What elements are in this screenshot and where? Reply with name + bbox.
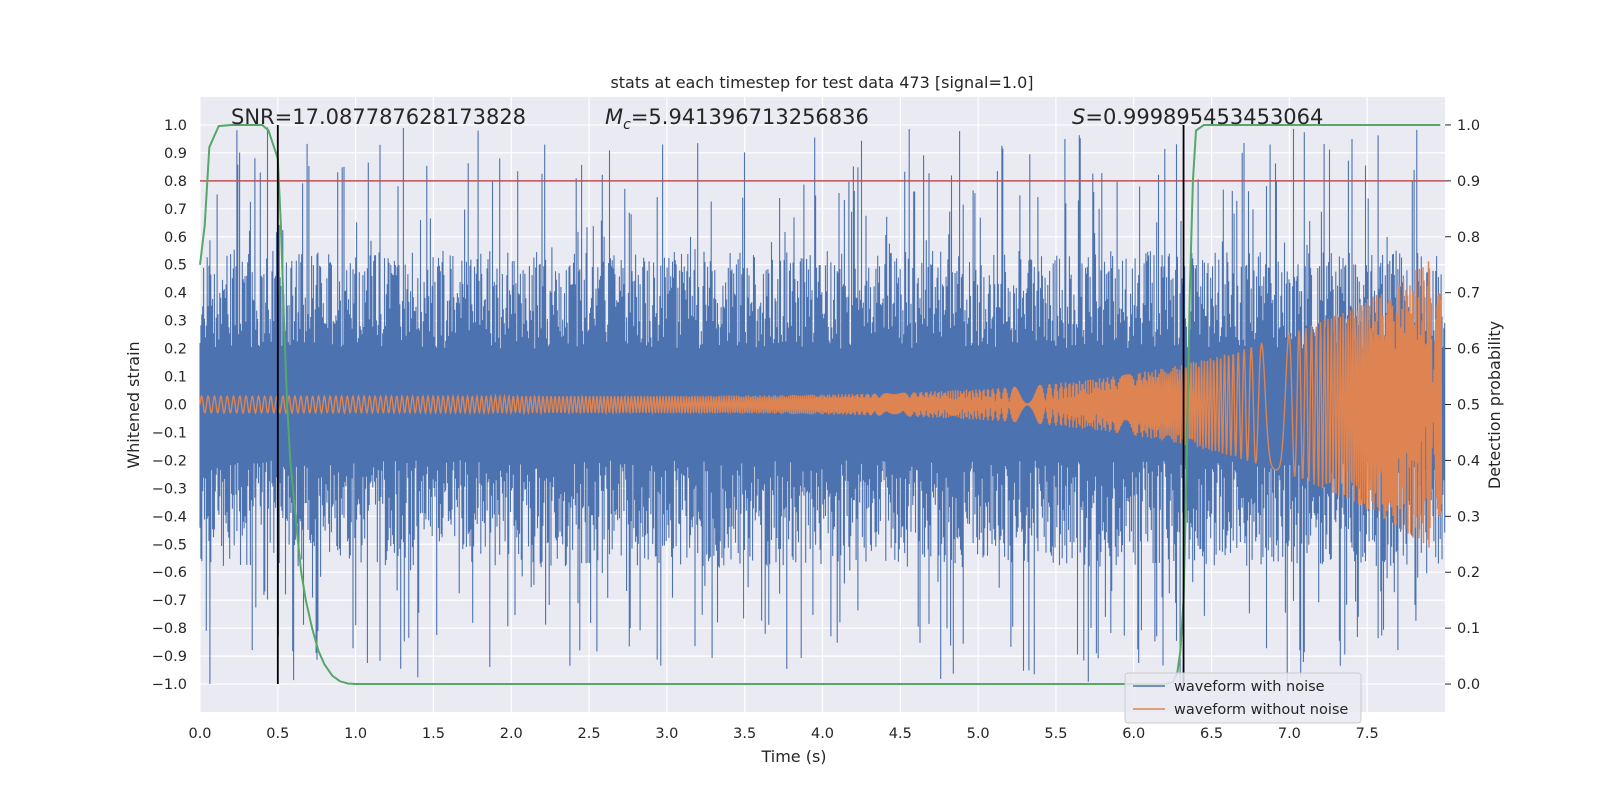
y2-tick-label: 0.4 <box>1457 453 1480 469</box>
y2-tick-label: 0.2 <box>1457 565 1480 581</box>
y2-tick-label: 1.0 <box>1457 118 1480 134</box>
score-annotation: S=0.999895453453064 <box>1072 105 1323 129</box>
x-tick-label: 6.5 <box>1200 726 1223 742</box>
y-tick-label: −0.5 <box>152 537 187 553</box>
y-tick-label: 0.9 <box>164 146 187 162</box>
x-tick-label: 4.0 <box>811 726 834 742</box>
y-tick-label: −0.2 <box>152 453 187 469</box>
x-tick-label: 5.0 <box>967 726 990 742</box>
x-axis-label: Time (s) <box>760 747 826 766</box>
snr-annotation: SNR=17.087787628173828 <box>231 105 526 129</box>
y-tick-label: −0.6 <box>152 565 187 581</box>
chart-title: stats at each timestep for test data 473… <box>610 73 1033 92</box>
score-value: =0.999895453453064 <box>1085 105 1323 129</box>
chirp-mass-value: =5.941396713256836 <box>631 105 869 129</box>
chirp-mass-subscript: c <box>623 117 631 133</box>
y-tick-label: 1.0 <box>164 118 187 134</box>
x-tick-label: 4.5 <box>889 726 912 742</box>
y-tick-label: 0.3 <box>164 314 187 330</box>
y2-tick-label: 0.6 <box>1457 342 1480 358</box>
x-tick-label: 1.5 <box>422 726 445 742</box>
series-detection-probability <box>199 124 1441 685</box>
y2-tick-label: 0.5 <box>1457 398 1480 414</box>
y2-tick-label: 0.3 <box>1457 509 1480 525</box>
y-tick-label: −0.7 <box>152 593 187 609</box>
x-tick-label: 0.5 <box>266 726 289 742</box>
chirp-mass-annotation: Mc=5.941396713256836 <box>605 105 869 133</box>
y-tick-label: 0.5 <box>164 258 187 274</box>
x-tick-label: 6.0 <box>1122 726 1145 742</box>
x-tick-label: 3.0 <box>655 726 678 742</box>
y2-tick-label: 0.0 <box>1457 677 1480 693</box>
chirp-mass-symbol: M <box>605 105 623 129</box>
series-waveform-without-noise <box>199 261 1443 548</box>
legend: waveform with noise waveform without noi… <box>1124 672 1362 724</box>
y-tick-label: 0.0 <box>164 398 187 414</box>
legend-label-clean: waveform without noise <box>1174 702 1348 718</box>
y-tick-label: 0.4 <box>164 286 187 302</box>
y-tick-label: 0.1 <box>164 370 187 386</box>
y-tick-label: −0.1 <box>152 425 187 441</box>
y2-tick-label: 0.9 <box>1457 174 1480 190</box>
y2-tick-label: 0.7 <box>1457 286 1480 302</box>
x-tick-label: 2.0 <box>500 726 523 742</box>
y-tick-label: −0.3 <box>152 481 187 497</box>
y-tick-label: 0.7 <box>164 202 187 218</box>
ticks: 0.0 0.5 1.0 1.5 2.0 2.5 3.0 3.5 4.0 4.5 5.0 5.5 6.0 6… <box>152 118 1480 742</box>
x-tick-label: 2.5 <box>578 726 601 742</box>
x-tick-label: 1.0 <box>344 726 367 742</box>
x-tick-label: 7.0 <box>1278 726 1301 742</box>
y-tick-label: −1.0 <box>152 677 187 693</box>
y2-tick-label: 0.8 <box>1457 230 1480 246</box>
y-tick-label: 0.6 <box>164 230 187 246</box>
y-tick-label: −0.9 <box>152 649 187 665</box>
x-tick-label: 0.0 <box>188 726 211 742</box>
y-tick-label: −0.4 <box>152 509 187 525</box>
y-tick-label: 0.8 <box>164 174 187 190</box>
y2-axis-label: Detection probability <box>1485 321 1504 489</box>
legend-label-noise: waveform with noise <box>1174 679 1325 695</box>
x-tick-label: 7.5 <box>1356 726 1379 742</box>
series-layer <box>199 124 1446 685</box>
x-tick-label: 5.5 <box>1044 726 1067 742</box>
y-axis-label: Whitened strain <box>124 341 143 468</box>
score-symbol: S <box>1072 105 1085 129</box>
legend-box <box>1124 672 1362 724</box>
y2-tick-label: 0.1 <box>1457 621 1480 637</box>
y-tick-label: −0.8 <box>152 621 187 637</box>
x-tick-label: 3.5 <box>733 726 756 742</box>
y-tick-label: 0.2 <box>164 342 187 358</box>
